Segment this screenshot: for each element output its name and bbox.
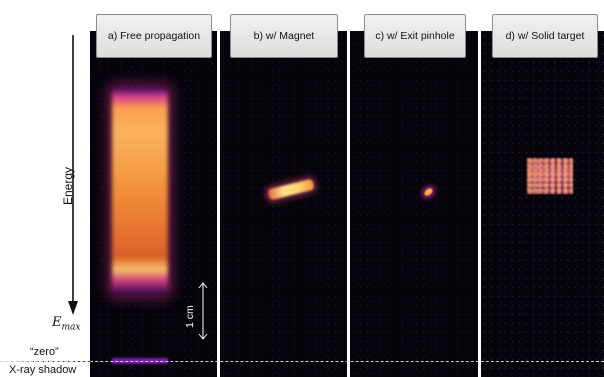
panel-label-b: b) w/ Magnet: [230, 14, 338, 58]
zero-label: “zero”: [30, 346, 59, 358]
panel-solid-target: [481, 31, 604, 377]
panel-label-d: d) w/ Solid target: [492, 14, 598, 58]
emax-subscript: max: [61, 322, 81, 333]
emax-label: Emax: [52, 315, 80, 333]
scale-bar-icon: [198, 282, 208, 340]
panel-magnet: [220, 31, 347, 377]
free-propagation-signal: [112, 88, 168, 294]
emax-symbol: E: [52, 315, 62, 330]
xray-shadow-label: X-ray shadow: [9, 364, 77, 376]
panel-noise: [481, 31, 604, 377]
solid-target-signal: [527, 158, 573, 194]
scale-bar-label: 1 cm: [184, 305, 196, 328]
panel-noise: [220, 31, 347, 377]
energy-arrow-icon: [68, 35, 78, 315]
energy-axis-label: Energy: [61, 166, 75, 206]
panel-exit-pinhole: [350, 31, 478, 377]
panel-noise: [350, 31, 478, 377]
panel-label-a: a) Free propagation: [96, 14, 212, 58]
zero-line: [0, 361, 604, 362]
panel-label-c: c) w/ Exit pinhole: [364, 14, 466, 58]
